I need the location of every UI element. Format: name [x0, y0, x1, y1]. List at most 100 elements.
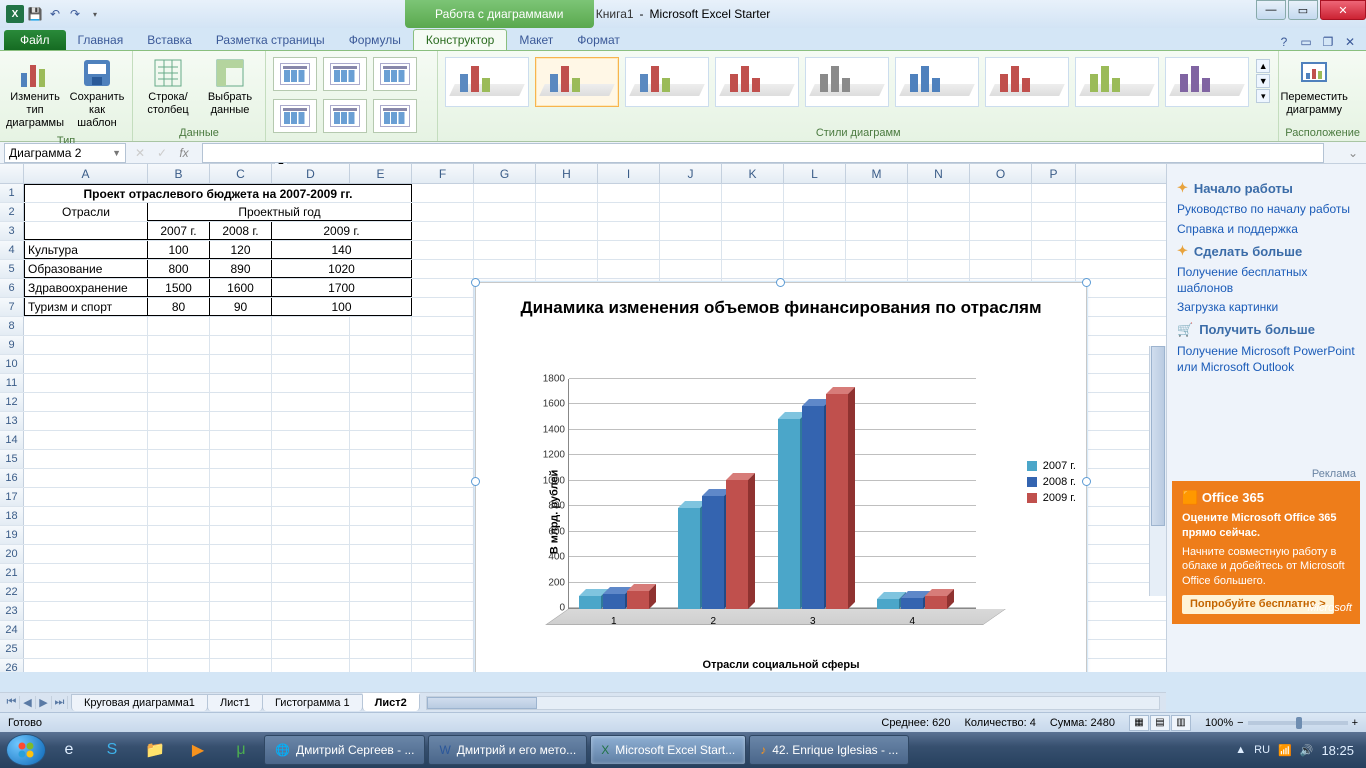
cell[interactable] — [1032, 184, 1076, 202]
cell[interactable]: Проектный год — [148, 203, 412, 221]
column-header[interactable]: E — [350, 164, 412, 183]
cell[interactable] — [210, 488, 272, 506]
cell[interactable] — [24, 431, 148, 449]
tray-network-icon[interactable]: 📶 — [1278, 744, 1292, 757]
row-header[interactable]: 7 — [0, 298, 24, 316]
cell[interactable] — [210, 336, 272, 354]
chart-bar[interactable] — [678, 508, 700, 609]
cell[interactable] — [784, 203, 846, 221]
cell[interactable]: Культура — [24, 241, 148, 259]
cell[interactable] — [412, 640, 474, 658]
cell[interactable] — [350, 545, 412, 563]
cell[interactable] — [210, 507, 272, 525]
layout-thumb[interactable] — [323, 57, 367, 91]
chart-bar[interactable] — [901, 598, 923, 609]
cell[interactable] — [412, 241, 474, 259]
styles-scroll-icon[interactable]: ▼ — [1256, 74, 1270, 88]
row-header[interactable]: 11 — [0, 374, 24, 392]
cell[interactable] — [272, 374, 350, 392]
panel-link[interactable]: Получение Microsoft PowerPoint или Micro… — [1177, 344, 1356, 375]
legend-item[interactable]: 2009 г. — [1027, 492, 1076, 504]
tab-design[interactable]: Конструктор — [413, 29, 507, 50]
view-page-break-icon[interactable]: ▥ — [1171, 715, 1191, 731]
sheet-nav-last-icon[interactable]: ⏭ — [52, 696, 68, 709]
cell[interactable] — [412, 469, 474, 487]
cell[interactable] — [536, 222, 598, 240]
namebox-dropdown-icon[interactable]: ▼ — [112, 148, 121, 158]
chart-bar[interactable] — [726, 480, 748, 609]
row-header[interactable]: 26 — [0, 659, 24, 672]
tab-home[interactable]: Главная — [66, 30, 136, 50]
cell[interactable] — [846, 203, 908, 221]
legend-item[interactable]: 2008 г. — [1027, 476, 1076, 488]
tab-insert[interactable]: Вставка — [135, 30, 204, 50]
cell[interactable]: 2007 г. — [148, 222, 210, 240]
cell[interactable] — [1032, 203, 1076, 221]
column-header[interactable]: N — [908, 164, 970, 183]
cell[interactable] — [660, 241, 722, 259]
cell[interactable] — [474, 260, 536, 278]
chart-style-thumb[interactable] — [985, 57, 1069, 107]
resize-handle[interactable] — [776, 278, 785, 287]
cell[interactable] — [148, 317, 210, 335]
chart-bar[interactable] — [826, 394, 848, 609]
chart-style-thumb[interactable] — [895, 57, 979, 107]
row-header[interactable]: 15 — [0, 450, 24, 468]
cell[interactable] — [350, 507, 412, 525]
row-header[interactable]: 24 — [0, 621, 24, 639]
cell[interactable] — [24, 450, 148, 468]
cell[interactable] — [660, 260, 722, 278]
resize-handle[interactable] — [471, 278, 480, 287]
cell[interactable]: 1600 — [210, 279, 272, 297]
cell[interactable] — [412, 298, 474, 316]
cell[interactable] — [908, 203, 970, 221]
row-header[interactable]: 13 — [0, 412, 24, 430]
tab-page-layout[interactable]: Разметка страницы — [204, 30, 337, 50]
row-header[interactable]: 12 — [0, 393, 24, 411]
cell[interactable] — [24, 583, 148, 601]
cell[interactable] — [784, 222, 846, 240]
cell[interactable] — [908, 260, 970, 278]
row-header[interactable]: 9 — [0, 336, 24, 354]
tab-file[interactable]: Файл — [4, 30, 66, 50]
cell[interactable] — [272, 431, 350, 449]
row-header[interactable]: 16 — [0, 469, 24, 487]
row-header[interactable]: 4 — [0, 241, 24, 259]
cell[interactable] — [598, 184, 660, 202]
cell[interactable] — [272, 488, 350, 506]
change-chart-type-button[interactable]: Изменить тип диаграммы — [6, 55, 64, 133]
view-page-layout-icon[interactable]: ▤ — [1150, 715, 1170, 731]
cell[interactable] — [24, 488, 148, 506]
cell[interactable] — [846, 241, 908, 259]
cell[interactable] — [412, 488, 474, 506]
cell[interactable] — [350, 469, 412, 487]
styles-scroll-icon[interactable]: ▲ — [1256, 59, 1270, 73]
cell[interactable] — [350, 374, 412, 392]
cell[interactable] — [1032, 222, 1076, 240]
cell[interactable] — [350, 526, 412, 544]
cell[interactable] — [412, 583, 474, 601]
cell[interactable] — [536, 241, 598, 259]
save-as-template-button[interactable]: Сохранить как шаблон — [68, 55, 126, 133]
name-box[interactable]: Диаграмма 2 ▼ — [4, 143, 126, 163]
cell[interactable] — [474, 241, 536, 259]
chart-style-thumb[interactable] — [1075, 57, 1159, 107]
chart-style-thumb[interactable] — [1165, 57, 1249, 107]
pinned-ie-icon[interactable]: e — [49, 735, 89, 765]
cell[interactable]: 140 — [272, 241, 412, 259]
cell[interactable] — [350, 317, 412, 335]
row-header[interactable]: 21 — [0, 564, 24, 582]
cell[interactable] — [272, 355, 350, 373]
cell[interactable] — [350, 659, 412, 672]
tab-formulas[interactable]: Формулы — [337, 30, 413, 50]
cancel-icon[interactable]: ✕ — [130, 146, 150, 160]
cell[interactable] — [24, 507, 148, 525]
cell[interactable]: 1700 — [272, 279, 412, 297]
cell[interactable] — [598, 203, 660, 221]
cell[interactable] — [148, 640, 210, 658]
cell[interactable] — [210, 355, 272, 373]
cell[interactable] — [412, 203, 474, 221]
column-header[interactable]: A — [24, 164, 148, 183]
min-ribbon-icon[interactable]: ▭ — [1298, 34, 1314, 50]
cell[interactable] — [536, 184, 598, 202]
